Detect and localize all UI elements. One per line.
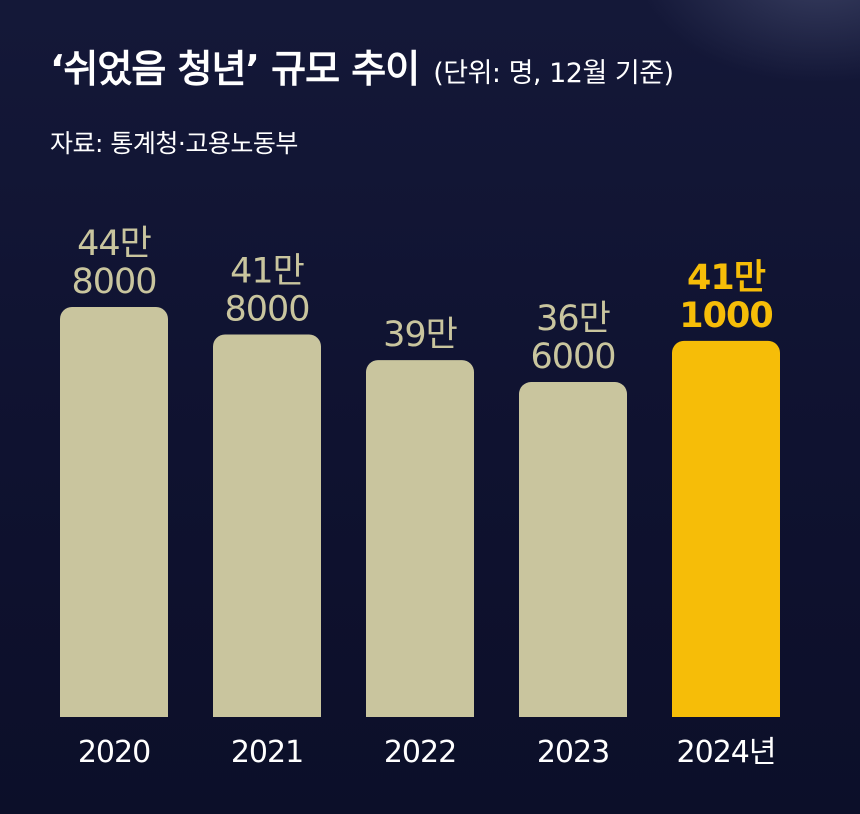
bar-base-2024년: [672, 705, 780, 717]
bar-base-2023: [519, 705, 627, 717]
data-label-2024년-line2: 1000: [679, 296, 772, 336]
data-label-2021-line1: 41만: [230, 251, 304, 291]
bar-base-2020: [60, 705, 168, 717]
data-label-2020-line2: 8000: [71, 262, 156, 302]
bar-2022: [366, 360, 474, 717]
bar-2024년: [672, 340, 780, 717]
data-label-2022-line1: 39만: [383, 315, 457, 355]
bar-base-2022: [366, 705, 474, 717]
category-label-2021: 2021: [231, 735, 303, 770]
category-label-2024년: 2024년: [677, 735, 776, 770]
category-label-2020: 2020: [78, 735, 150, 770]
chart-title: ‘쉬었음 청년’ 규모 추이: [50, 47, 420, 91]
bar-2021: [213, 334, 321, 717]
data-label-2024년-line1: 41만: [687, 258, 766, 298]
source-note: 자료: 통계청·고용노동부: [50, 129, 298, 158]
data-label-2023-line2: 6000: [530, 337, 615, 377]
bar-base-2021: [213, 705, 321, 717]
category-label-2023: 2023: [537, 735, 609, 770]
title-row: ‘쉬었음 청년’ 규모 추이 (단위: 명, 12월 기준): [50, 38, 674, 93]
bar-2020: [60, 307, 168, 717]
category-label-2022: 2022: [384, 735, 456, 770]
data-label-2023-line1: 36만: [536, 299, 610, 339]
bar-2023: [519, 382, 627, 717]
data-label-2021-line2: 8000: [224, 289, 309, 329]
unit-note: (단위: 명, 12월 기준): [433, 58, 674, 89]
data-label-2020-line1: 44만: [77, 224, 151, 264]
